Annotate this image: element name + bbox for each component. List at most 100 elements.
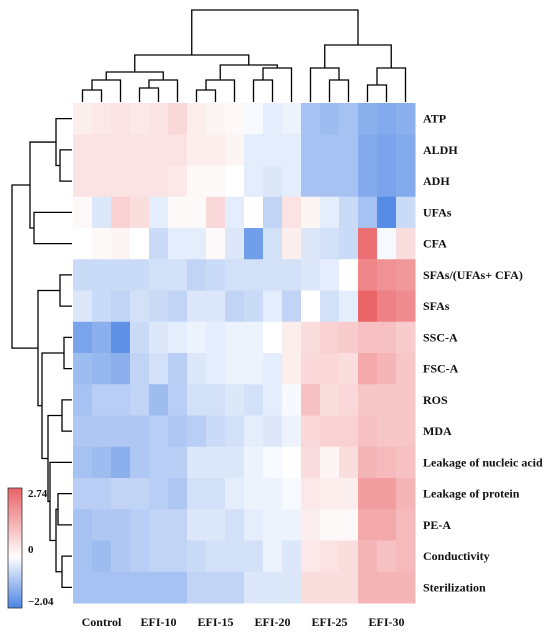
heatmap-cell: [377, 259, 397, 291]
heatmap-cell: [263, 353, 283, 385]
row-label: ALDH: [423, 143, 458, 157]
heatmap-cell: [92, 446, 112, 479]
heatmap-cell: [92, 259, 112, 291]
heatmap-cell: [244, 384, 264, 416]
row-dendrogram-branch: [61, 555, 72, 589]
heatmap-cell: [149, 321, 169, 354]
heatmap-cell: [320, 134, 340, 166]
heatmap-cell: [130, 165, 150, 198]
heatmap-cell: [73, 134, 93, 166]
heatmap-cell: [396, 196, 416, 229]
heatmap-cell: [225, 165, 245, 198]
heatmap-cell: [244, 478, 264, 510]
heatmap-cell: [263, 478, 283, 510]
heatmap-cell: [282, 196, 302, 229]
heatmap-cell: [168, 228, 188, 260]
heatmap-cell: [377, 353, 397, 385]
heatmap-cell: [206, 134, 226, 166]
heatmap-cell: [73, 259, 93, 291]
row-dendrogram-branch: [63, 336, 72, 370]
row-dendrogram-branch: [59, 149, 72, 182]
heatmap-cell: [111, 196, 131, 229]
row-label: CFA: [423, 237, 447, 251]
heatmap-cell: [339, 165, 359, 198]
heatmap-cell: [339, 196, 359, 229]
heatmap-cell: [168, 353, 188, 385]
heatmap-cell: [377, 165, 397, 198]
column-group-label: EFI-30: [369, 615, 405, 629]
heatmap-cell: [187, 446, 207, 479]
column-dendrogram-branch: [191, 9, 359, 55]
heatmap-cell: [206, 353, 226, 385]
heatmap-cell: [301, 509, 321, 541]
heatmap-cell: [187, 571, 207, 604]
heatmap-cell: [168, 259, 188, 291]
heatmap-cell: [206, 571, 226, 604]
row-labels: ATP ALDH ADH UFAs CFA SFAs/(UFAs+ CFA) SFAs SSC…: [423, 112, 543, 595]
heatmap-cell: [377, 509, 397, 541]
heatmap-cell: [168, 540, 188, 573]
heatmap-cell: [73, 290, 93, 323]
heatmap-cell: [168, 290, 188, 323]
heatmap-cell: [130, 384, 150, 416]
heatmap-cell: [206, 415, 226, 448]
heatmap-cell: [92, 540, 112, 573]
column-dendrogram-branch: [148, 79, 179, 102]
heatmap-cell: [396, 353, 416, 385]
heatmap-cell: [339, 509, 359, 541]
heatmap-cell: [244, 228, 264, 260]
heatmap-cell: [244, 509, 264, 541]
heatmap-cell: [111, 446, 131, 479]
heatmap-cell: [244, 290, 264, 323]
heatmap-cell: [130, 290, 150, 323]
heatmap-cell: [149, 384, 169, 416]
heatmap-cell: [358, 384, 378, 416]
heatmap-cell: [130, 446, 150, 479]
heatmap-cell: [358, 134, 378, 166]
heatmap-cell: [339, 228, 359, 260]
heatmap-cell: [377, 478, 397, 510]
heatmap-cell: [149, 103, 169, 135]
heatmap-cell: [263, 509, 283, 541]
heatmap-cell: [282, 571, 302, 604]
heatmap-cell: [320, 228, 340, 260]
heatmap-cell: [320, 290, 340, 323]
heatmap-cell: [396, 478, 416, 510]
heatmap-cell: [301, 165, 321, 198]
heatmap-cell: [301, 259, 321, 291]
heatmap-cell: [244, 571, 264, 604]
row-dendrogram-branch: [37, 289, 60, 407]
heatmap-cell: [263, 165, 283, 198]
column-group-label: EFI-15: [198, 615, 234, 629]
heatmap-cell: [301, 290, 321, 323]
heatmap-cell: [320, 103, 340, 135]
heatmap-cell: [168, 478, 188, 510]
heatmap-cell: [339, 446, 359, 479]
heatmap-cell: [187, 478, 207, 510]
heatmap-cell: [92, 478, 112, 510]
heatmap-cell: [377, 384, 397, 416]
row-label: SFAs/(UFAs+ CFA): [423, 268, 523, 282]
heatmap-cell: [225, 353, 245, 385]
heatmap-cell: [130, 321, 150, 354]
heatmap-cell: [244, 321, 264, 354]
heatmap-cell: [282, 540, 302, 573]
heatmap-cell: [320, 196, 340, 229]
heatmap-cell: [339, 259, 359, 291]
heatmap-cell: [358, 509, 378, 541]
heatmap-cell: [206, 259, 226, 291]
heatmap-cell: [396, 134, 416, 166]
heatmap-cell: [301, 446, 321, 479]
column-dendrogram-branch: [324, 44, 392, 68]
heatmap-cell: [130, 571, 150, 604]
heatmap-cell: [339, 384, 359, 416]
heatmap-cell: [149, 509, 169, 541]
heatmap-cell: [149, 134, 169, 166]
legend-color-bar: [7, 487, 23, 609]
heatmap-cell: [130, 134, 150, 166]
column-dendrogram-branch: [105, 71, 164, 80]
heatmap-cell: [263, 384, 283, 416]
column-dendrogram-branch: [138, 87, 160, 102]
row-dendrogram-branch: [41, 352, 64, 460]
heatmap-cell: [187, 321, 207, 354]
